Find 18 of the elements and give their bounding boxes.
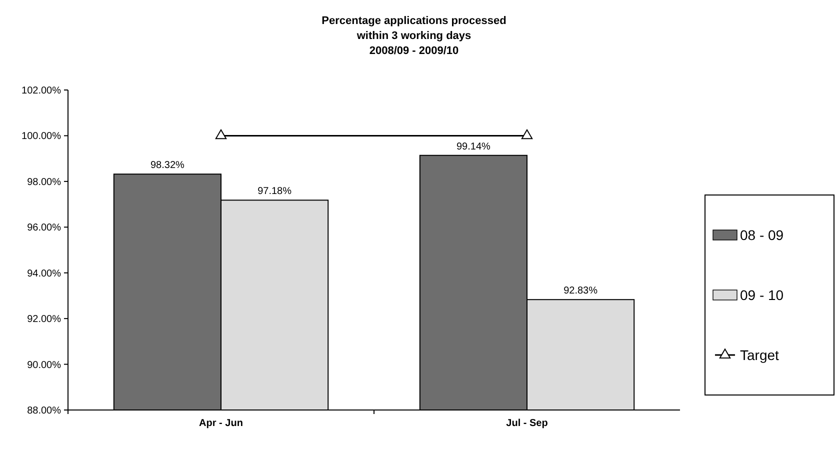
data-label: 98.32% [150, 160, 185, 172]
x-tick-label: Jul - Sep [506, 418, 548, 429]
data-label: 97.18% [258, 186, 292, 198]
x-tick-label: Apr - Jun [199, 418, 243, 429]
y-tick-label: 90.00% [27, 360, 62, 371]
y-tick-label: 92.00% [27, 314, 62, 326]
legend-label: 09 - 10 [740, 287, 784, 303]
y-tick-label: 96.00% [27, 222, 62, 234]
data-label: 99.14% [456, 141, 491, 152]
legend-label: Target [740, 347, 780, 363]
y-tick-label: 88.00% [27, 406, 62, 416]
y-tick-label: 100.00% [22, 131, 62, 142]
y-tick-label: 94.00% [27, 268, 62, 280]
chart-title: Percentage applications processed within 3 working days 2008/09 - 2009/10 [322, 15, 506, 57]
y-tick-label: 98.00% [27, 176, 62, 188]
data-label: 92.83% [564, 286, 598, 297]
legend-label: 08 - 09 [740, 227, 784, 243]
y-tick-label: 102.00% [22, 86, 62, 96]
